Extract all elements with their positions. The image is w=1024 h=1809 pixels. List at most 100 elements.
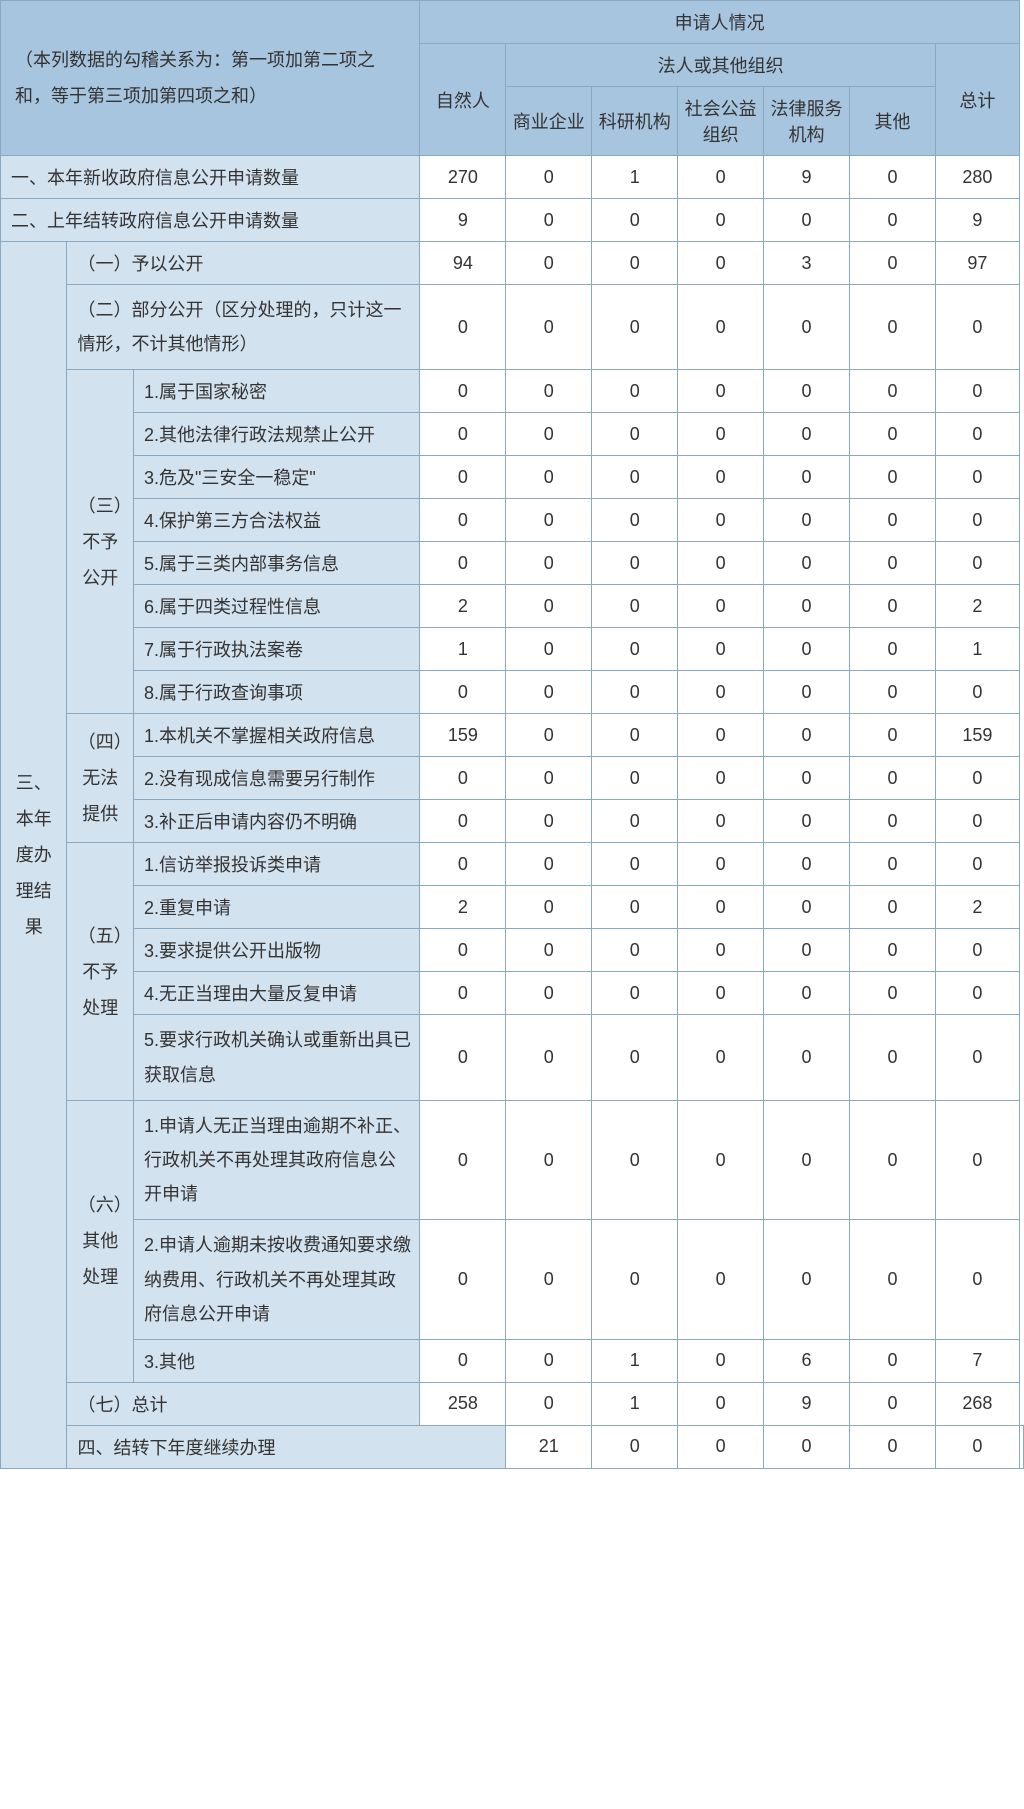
data-cell: 0 bbox=[764, 370, 850, 413]
data-cell: 0 bbox=[850, 714, 936, 757]
data-cell: 0 bbox=[506, 1382, 592, 1425]
data-cell: 9 bbox=[764, 156, 850, 199]
data-cell: 0 bbox=[506, 285, 592, 370]
header-applicant: 申请人情况 bbox=[420, 1, 1019, 44]
data-cell: 0 bbox=[850, 1339, 936, 1382]
data-cell: 0 bbox=[506, 757, 592, 800]
data-cell: 0 bbox=[506, 199, 592, 242]
data-cell: 0 bbox=[678, 1015, 764, 1100]
data-cell: 0 bbox=[506, 156, 592, 199]
data-cell: 0 bbox=[935, 1425, 1019, 1468]
data-cell: 1 bbox=[592, 1382, 678, 1425]
data-cell: 0 bbox=[678, 542, 764, 585]
data-cell: 0 bbox=[850, 456, 936, 499]
table-row: 一、本年新收政府信息公开申请数量 270 0 1 0 9 0 280 bbox=[1, 156, 1024, 199]
table-row: （五）不予处理 1.信访举报投诉类申请 0000000 bbox=[1, 843, 1024, 886]
data-cell: 0 bbox=[506, 886, 592, 929]
data-cell: 0 bbox=[850, 499, 936, 542]
data-cell: 0 bbox=[678, 972, 764, 1015]
data-cell: 0 bbox=[764, 1100, 850, 1220]
data-cell: 97 bbox=[935, 242, 1019, 285]
table-row: 3.其他 0010607 bbox=[1, 1339, 1024, 1382]
data-cell: 0 bbox=[764, 199, 850, 242]
row-label: 6.属于四类过程性信息 bbox=[133, 585, 419, 628]
row-label: 一、本年新收政府信息公开申请数量 bbox=[1, 156, 420, 199]
data-cell: 0 bbox=[420, 1220, 506, 1340]
row-label: 3.要求提供公开出版物 bbox=[133, 929, 419, 972]
data-cell: 0 bbox=[506, 972, 592, 1015]
table-row: 5.属于三类内部事务信息 0000000 bbox=[1, 542, 1024, 585]
data-cell: 0 bbox=[850, 1015, 936, 1100]
data-cell: 0 bbox=[506, 1220, 592, 1340]
data-cell: 1 bbox=[592, 1339, 678, 1382]
data-cell: 0 bbox=[678, 929, 764, 972]
data-cell: 0 bbox=[935, 843, 1019, 886]
data-cell: 0 bbox=[935, 370, 1019, 413]
data-cell: 0 bbox=[678, 242, 764, 285]
data-cell: 0 bbox=[420, 370, 506, 413]
data-cell: 0 bbox=[420, 800, 506, 843]
table-row: 3.要求提供公开出版物 0000000 bbox=[1, 929, 1024, 972]
row-label: 1.信访举报投诉类申请 bbox=[133, 843, 419, 886]
data-cell: 0 bbox=[420, 499, 506, 542]
data-cell: 0 bbox=[506, 1100, 592, 1220]
header-social: 社会公益组织 bbox=[678, 87, 764, 156]
table-row: 2.申请人逾期未按收费通知要求缴纳费用、行政机关不再处理其政府信息公开申请 00… bbox=[1, 1220, 1024, 1340]
data-cell: 0 bbox=[592, 1100, 678, 1220]
data-cell: 0 bbox=[935, 800, 1019, 843]
data-cell: 0 bbox=[678, 714, 764, 757]
row-label: 7.属于行政执法案卷 bbox=[133, 628, 419, 671]
data-cell: 0 bbox=[850, 1220, 936, 1340]
data-cell: 270 bbox=[420, 156, 506, 199]
data-cell: 0 bbox=[678, 456, 764, 499]
table-row: 6.属于四类过程性信息 2000002 bbox=[1, 585, 1024, 628]
data-cell: 0 bbox=[420, 285, 506, 370]
data-cell: 0 bbox=[764, 929, 850, 972]
data-cell: 0 bbox=[764, 456, 850, 499]
header-legal-entity: 法人或其他组织 bbox=[506, 44, 936, 87]
data-cell: 0 bbox=[592, 800, 678, 843]
data-cell: 0 bbox=[850, 800, 936, 843]
data-cell: 0 bbox=[678, 1425, 764, 1468]
data-cell: 2 bbox=[420, 585, 506, 628]
data-cell: 0 bbox=[764, 285, 850, 370]
data-cell: 0 bbox=[506, 929, 592, 972]
row-label: 2.其他法律行政法规禁止公开 bbox=[133, 413, 419, 456]
data-cell: 0 bbox=[420, 671, 506, 714]
data-cell: 159 bbox=[935, 714, 1019, 757]
data-cell: 0 bbox=[592, 1015, 678, 1100]
table-row: （二）部分公开（区分处理的，只计这一情形，不计其他情形） 0 0 0 0 0 0… bbox=[1, 285, 1024, 370]
row-label: 5.属于三类内部事务信息 bbox=[133, 542, 419, 585]
data-cell: 0 bbox=[420, 1339, 506, 1382]
group-label: （四）无法提供 bbox=[67, 714, 133, 843]
data-cell: 0 bbox=[764, 1015, 850, 1100]
table-row: 2.没有现成信息需要另行制作 0000000 bbox=[1, 757, 1024, 800]
header-other: 其他 bbox=[850, 87, 936, 156]
data-cell: 0 bbox=[935, 1015, 1019, 1100]
data-cell: 0 bbox=[678, 1382, 764, 1425]
table-row: 7.属于行政执法案卷 1000001 bbox=[1, 628, 1024, 671]
data-cell: 0 bbox=[592, 199, 678, 242]
table-row: （三）不予公开 1.属于国家秘密 0 0 0 0 0 0 0 bbox=[1, 370, 1024, 413]
row-label: 4.保护第三方合法权益 bbox=[133, 499, 419, 542]
data-cell: 0 bbox=[678, 285, 764, 370]
data-cell: 0 bbox=[592, 929, 678, 972]
data-cell: 1 bbox=[935, 628, 1019, 671]
data-cell: 0 bbox=[764, 843, 850, 886]
data-cell: 0 bbox=[420, 1015, 506, 1100]
data-cell: 0 bbox=[850, 843, 936, 886]
data-cell: 2 bbox=[935, 585, 1019, 628]
table-row: 4.保护第三方合法权益 0000000 bbox=[1, 499, 1024, 542]
table-row: 4.无正当理由大量反复申请 0000000 bbox=[1, 972, 1024, 1015]
data-cell: 280 bbox=[935, 156, 1019, 199]
data-cell: 0 bbox=[678, 628, 764, 671]
row-label: 1.申请人无正当理由逾期不补正、行政机关不再处理其政府信息公开申请 bbox=[133, 1100, 419, 1220]
data-cell: 0 bbox=[850, 285, 936, 370]
data-cell: 0 bbox=[935, 1220, 1019, 1340]
data-cell: 0 bbox=[678, 671, 764, 714]
data-cell: 0 bbox=[850, 757, 936, 800]
data-cell: 0 bbox=[420, 972, 506, 1015]
data-cell: 0 bbox=[935, 456, 1019, 499]
data-cell: 0 bbox=[764, 1425, 850, 1468]
data-cell: 0 bbox=[592, 285, 678, 370]
